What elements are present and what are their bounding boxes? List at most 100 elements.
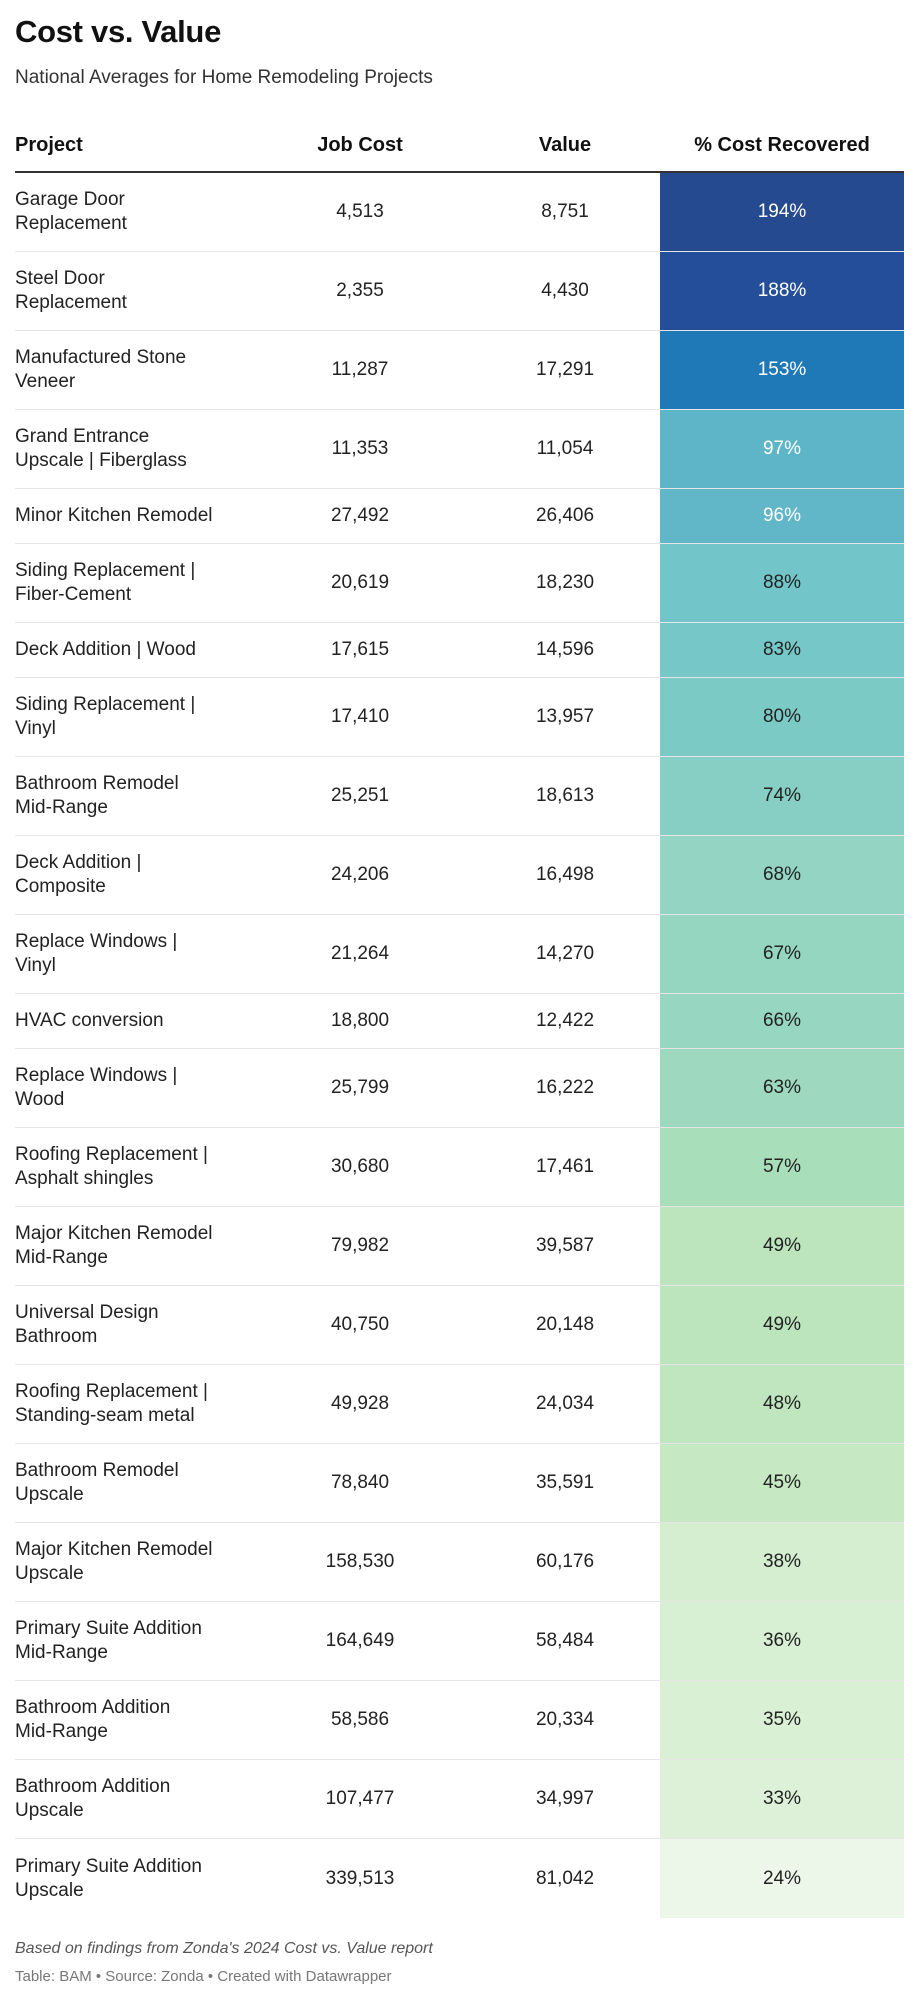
table-header: Project Job Cost Value % Cost Recovered xyxy=(15,128,904,173)
table-row: Bathroom Remodel Upscale 78,840 35,591 45% xyxy=(15,1444,904,1523)
cell-value: 16,222 xyxy=(535,1077,595,1098)
cell-pct-recovered: 45% xyxy=(660,1444,904,1522)
page-subtitle: National Averages for Home Remodeling Pr… xyxy=(15,67,433,88)
table-body: Garage Door Replacement 4,513 8,751 194% Ste… xyxy=(15,173,904,1918)
cell-job-cost: 40,750 xyxy=(330,1314,390,1335)
cell-project: Grand Entrance Upscale | Fiberglass xyxy=(15,426,187,471)
table-row: Bathroom Remodel Mid-Range 25,251 18,613 74… xyxy=(15,757,904,836)
cell-job-cost: 11,287 xyxy=(331,359,389,380)
cell-job-cost: 30,680 xyxy=(330,1156,390,1177)
cell-project: Deck Addition | Wood xyxy=(15,639,196,660)
cell-pct-recovered: 88% xyxy=(660,544,904,622)
cell-pct-recovered: 63% xyxy=(660,1049,904,1127)
cell-project: Bathroom Remodel Upscale xyxy=(15,1460,179,1505)
column-header-job-cost[interactable]: Job Cost xyxy=(317,134,403,156)
cell-pct-recovered: 83% xyxy=(660,623,904,677)
cell-job-cost: 17,410 xyxy=(330,706,390,727)
cell-project: Primary Suite Addition Mid-Range xyxy=(15,1618,202,1663)
cell-value: 11,054 xyxy=(536,438,594,459)
cell-pct-recovered: 49% xyxy=(660,1207,904,1285)
cell-job-cost: 49,928 xyxy=(330,1393,390,1414)
cell-job-cost: 17,615 xyxy=(330,639,390,660)
cell-pct-recovered: 68% xyxy=(660,836,904,914)
cell-value: 39,587 xyxy=(535,1235,595,1256)
cell-project: Siding Replacement | Vinyl xyxy=(15,694,196,739)
table-row: Replace Windows | Vinyl 21,264 14,270 67% xyxy=(15,915,904,994)
cell-job-cost: 339,513 xyxy=(325,1867,395,1889)
table-row: Grand Entrance Upscale | Fiberglass 11,35… xyxy=(15,410,904,489)
cell-pct-recovered: 36% xyxy=(660,1602,904,1680)
cell-pct-recovered: 57% xyxy=(660,1128,904,1206)
cell-pct-recovered: 74% xyxy=(660,757,904,835)
table-row: Siding Replacement | Vinyl 17,410 13,957 80… xyxy=(15,678,904,757)
cell-job-cost: 107,477 xyxy=(325,1788,395,1809)
cell-value: 35,591 xyxy=(535,1472,595,1493)
cell-pct-recovered: 38% xyxy=(660,1523,904,1601)
cell-project: Major Kitchen Remodel Mid-Range xyxy=(15,1223,213,1268)
cell-pct-recovered: 66% xyxy=(660,994,904,1048)
cell-project: Bathroom Remodel Mid-Range xyxy=(15,773,179,818)
footer-credit: Table: BAM • Source: Zonda • Created wit… xyxy=(15,1968,392,1985)
cell-value: 81,042 xyxy=(535,1867,595,1889)
cell-project: Replace Windows | Wood xyxy=(15,1065,178,1110)
column-header-project[interactable]: Project xyxy=(15,134,83,156)
footer-note: Based on findings from Zonda's 2024 Cost… xyxy=(15,1940,433,1957)
cell-job-cost: 58,586 xyxy=(330,1709,390,1730)
cell-project: Deck Addition | Composite xyxy=(15,852,142,897)
column-header-pct-recovered[interactable]: % Cost Recovered xyxy=(694,134,870,156)
cell-project: Steel Door Replacement xyxy=(15,268,127,313)
cell-job-cost: 78,840 xyxy=(330,1472,390,1493)
cell-pct-recovered: 48% xyxy=(660,1365,904,1443)
cell-pct-recovered: 194% xyxy=(660,173,904,251)
cell-value: 18,230 xyxy=(535,572,595,593)
cell-job-cost: 20,619 xyxy=(330,572,390,593)
cell-pct-recovered: 188% xyxy=(660,252,904,330)
cell-job-cost: 2,355 xyxy=(336,280,384,301)
cell-job-cost: 158,530 xyxy=(325,1551,395,1572)
cell-project: HVAC conversion xyxy=(15,1010,164,1031)
table-row: Roofing Replacement | Asphalt shingles 30… xyxy=(15,1128,904,1207)
table-row: Primary Suite Addition Mid-Range 164,649 5… xyxy=(15,1602,904,1681)
table-row: Deck Addition | Composite 24,206 16,498 68% xyxy=(15,836,904,915)
table-row: Bathroom Addition Mid-Range 58,586 20,334 3… xyxy=(15,1681,904,1760)
cell-value: 20,334 xyxy=(535,1709,595,1730)
data-table: Project Job Cost Value % Cost Recovered … xyxy=(15,128,904,1918)
cell-project: Minor Kitchen Remodel xyxy=(15,505,213,526)
column-header-value[interactable]: Value xyxy=(538,134,592,156)
cell-job-cost: 11,353 xyxy=(331,438,389,459)
cell-project: Roofing Replacement | Asphalt shingles xyxy=(15,1144,208,1189)
cell-pct-recovered: 153% xyxy=(660,331,904,409)
cell-value: 58,484 xyxy=(535,1630,595,1651)
cell-job-cost: 164,649 xyxy=(325,1630,395,1651)
cell-project: Roofing Replacement | Standing-seam meta… xyxy=(15,1381,208,1426)
cell-pct-recovered: 35% xyxy=(660,1681,904,1759)
table-row: Steel Door Replacement 2,355 4,430 188% xyxy=(15,252,904,331)
cell-value: 17,461 xyxy=(535,1156,595,1177)
cell-value: 34,997 xyxy=(535,1788,595,1809)
table-row: Manufactured Stone Veneer 11,287 17,291 153… xyxy=(15,331,904,410)
cell-job-cost: 21,264 xyxy=(330,943,390,964)
cell-job-cost: 79,982 xyxy=(330,1235,390,1256)
cell-value: 4,430 xyxy=(541,280,589,301)
cell-value: 26,406 xyxy=(535,505,595,526)
table-row: Major Kitchen Remodel Mid-Range 79,982 39,… xyxy=(15,1207,904,1286)
cell-value: 8,751 xyxy=(541,201,589,222)
cell-pct-recovered: 67% xyxy=(660,915,904,993)
cell-value: 18,613 xyxy=(535,785,595,806)
table-row: HVAC conversion 18,800 12,422 66% xyxy=(15,994,904,1049)
table-row: Primary Suite Addition Upscale 339,513 81,… xyxy=(15,1839,904,1918)
cell-job-cost: 4,513 xyxy=(336,201,384,222)
table-row: Bathroom Addition Upscale 107,477 34,997 33… xyxy=(15,1760,904,1839)
cell-value: 13,957 xyxy=(535,706,595,727)
cell-project: Replace Windows | Vinyl xyxy=(15,931,178,976)
cell-job-cost: 24,206 xyxy=(330,864,390,885)
cell-project: Bathroom Addition Mid-Range xyxy=(15,1697,171,1742)
cell-pct-recovered: 80% xyxy=(660,678,904,756)
cell-project: Universal Design Bathroom xyxy=(15,1302,159,1347)
cell-pct-recovered: 97% xyxy=(660,410,904,488)
cell-value: 14,270 xyxy=(535,943,595,964)
table-row: Replace Windows | Wood 25,799 16,222 63% xyxy=(15,1049,904,1128)
cell-project: Manufactured Stone Veneer xyxy=(15,347,187,392)
table-row: Universal Design Bathroom 40,750 20,148 49% xyxy=(15,1286,904,1365)
cell-job-cost: 18,800 xyxy=(330,1010,390,1031)
